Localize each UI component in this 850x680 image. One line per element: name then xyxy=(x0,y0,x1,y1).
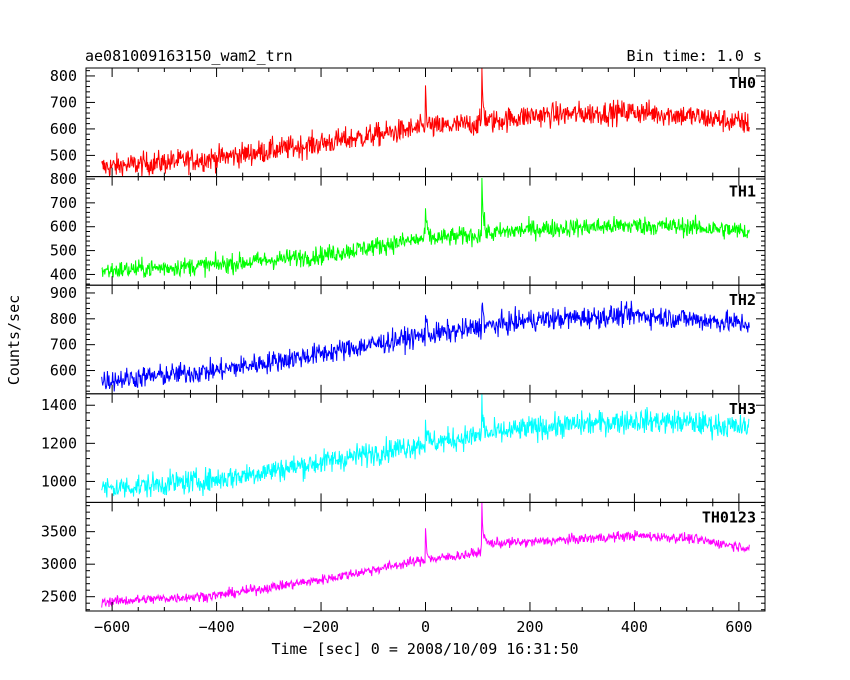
y-tick-label: 1200 xyxy=(41,434,77,452)
y-tick-label: 700 xyxy=(50,93,77,111)
series-line-th0 xyxy=(101,68,750,177)
y-tick-label: 600 xyxy=(50,218,77,236)
y-tick-label: 900 xyxy=(50,284,77,302)
series-line-th0123 xyxy=(101,502,750,608)
y-tick-label: 500 xyxy=(50,146,77,164)
y-tick-label: 600 xyxy=(50,362,77,380)
panel-label: TH2 xyxy=(729,291,756,309)
x-tick-label: 400 xyxy=(621,618,648,636)
bin-time-label: Bin time: 1.0 s xyxy=(627,47,762,65)
y-tick-label: 1400 xyxy=(41,396,77,414)
series-line-th3 xyxy=(101,394,750,498)
series-line-th1 xyxy=(101,177,750,278)
series-line-th2 xyxy=(101,300,750,392)
y-tick-label: 600 xyxy=(50,120,77,138)
y-axis-label: Counts/sec xyxy=(5,295,23,385)
x-tick-label: −200 xyxy=(303,618,339,636)
x-tick-label: −400 xyxy=(199,618,235,636)
y-tick-label: 800 xyxy=(50,67,77,85)
panels-group: TH0 500 600 700 800 TH1 400 500 600 700 800 TH2 600 7… xyxy=(41,67,766,636)
y-tick-label: 800 xyxy=(50,170,77,188)
x-axis-label: Time [sec] 0 = 2008/10/09 16:31:50 xyxy=(271,640,578,658)
panel-label: TH1 xyxy=(729,183,756,201)
x-tick-label: 0 xyxy=(421,618,430,636)
y-tick-label: 700 xyxy=(50,194,77,212)
y-tick-label: 700 xyxy=(50,336,77,354)
x-tick-label: 600 xyxy=(725,618,752,636)
y-tick-label: 1000 xyxy=(41,472,77,490)
panel-label: TH0123 xyxy=(702,508,756,526)
chart-title: ae081009163150_wam2_trn xyxy=(85,47,293,65)
panel-label: TH0 xyxy=(729,74,756,92)
y-tick-label: 400 xyxy=(50,265,77,283)
x-tick-label: −600 xyxy=(94,618,130,636)
x-tick-label: 200 xyxy=(516,618,543,636)
y-tick-label: 500 xyxy=(50,242,77,260)
y-tick-label: 3000 xyxy=(41,555,77,573)
y-tick-label: 2500 xyxy=(41,588,77,606)
y-tick-label: 3500 xyxy=(41,523,77,541)
y-tick-label: 800 xyxy=(50,310,77,328)
panel-label: TH3 xyxy=(729,400,756,418)
